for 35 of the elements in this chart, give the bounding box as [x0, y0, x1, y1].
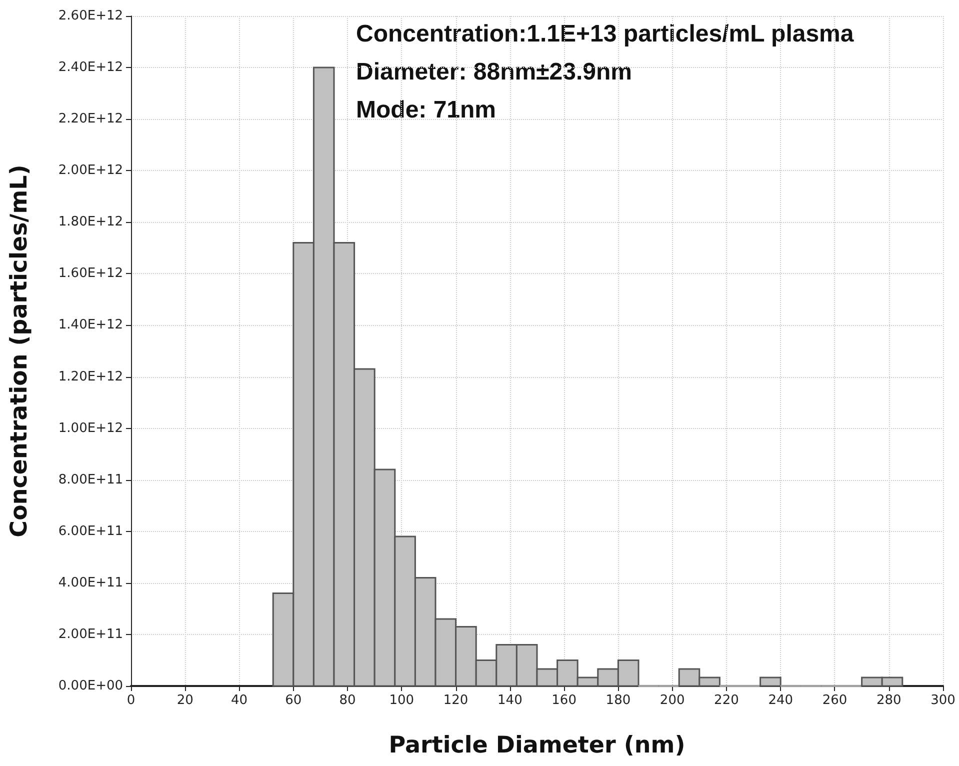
annotation: Mode: 71nm — [356, 96, 496, 124]
y-axis-title: Concentration (particles/mL) — [6, 164, 32, 538]
x-tick-label: 260 — [822, 693, 848, 708]
annotation: Diameter: 88nm±23.9nm — [356, 58, 632, 86]
y-tick-label: 1.20E+12 — [58, 369, 123, 384]
y-tick-label: 6.00E+11 — [58, 524, 123, 539]
x-tick-label: 200 — [660, 693, 685, 708]
x-tick-label: 220 — [714, 693, 739, 708]
x-tick-label: 80 — [339, 693, 356, 708]
y-tick-label: 1.40E+12 — [58, 318, 123, 333]
x-axis-title: Particle Diameter (nm) — [388, 732, 686, 758]
x-tick-label: 280 — [876, 693, 902, 708]
y-tick-label: 8.00E+11 — [58, 472, 123, 488]
x-tick-label: 0 — [126, 693, 136, 708]
y-tick-label: 1.80E+12 — [58, 214, 123, 230]
y-tick-label: 1.00E+12 — [58, 420, 123, 436]
x-tick-label: 40 — [230, 693, 248, 708]
y-tick-label: 0.00E+00 — [58, 678, 123, 694]
y-tick-label: 1.60E+12 — [58, 266, 123, 282]
y-tick-label: 2.40E+12 — [58, 60, 123, 76]
x-tick-label: 180 — [606, 693, 631, 708]
x-tick-label: 60 — [285, 693, 302, 708]
x-tick-label: 300 — [930, 693, 956, 708]
y-tick-label: 2.20E+12 — [58, 112, 123, 127]
y-tick-label: 2.00E+11 — [58, 626, 123, 642]
y-tick-label: 2.00E+12 — [58, 163, 123, 178]
x-tick-label: 20 — [176, 693, 194, 708]
x-tick-label: 140 — [498, 693, 522, 708]
y-tick-label: 4.00E+11 — [58, 575, 123, 590]
x-tick-label: 120 — [443, 693, 468, 708]
x-tick-label: 160 — [552, 693, 576, 708]
x-tick-label: 100 — [389, 693, 414, 708]
annotation: Concentration:1.1E+13 particles/mL plasma — [356, 20, 854, 48]
y-tick-label: 2.60E+12 — [58, 8, 123, 24]
x-tick-label: 240 — [768, 693, 794, 708]
